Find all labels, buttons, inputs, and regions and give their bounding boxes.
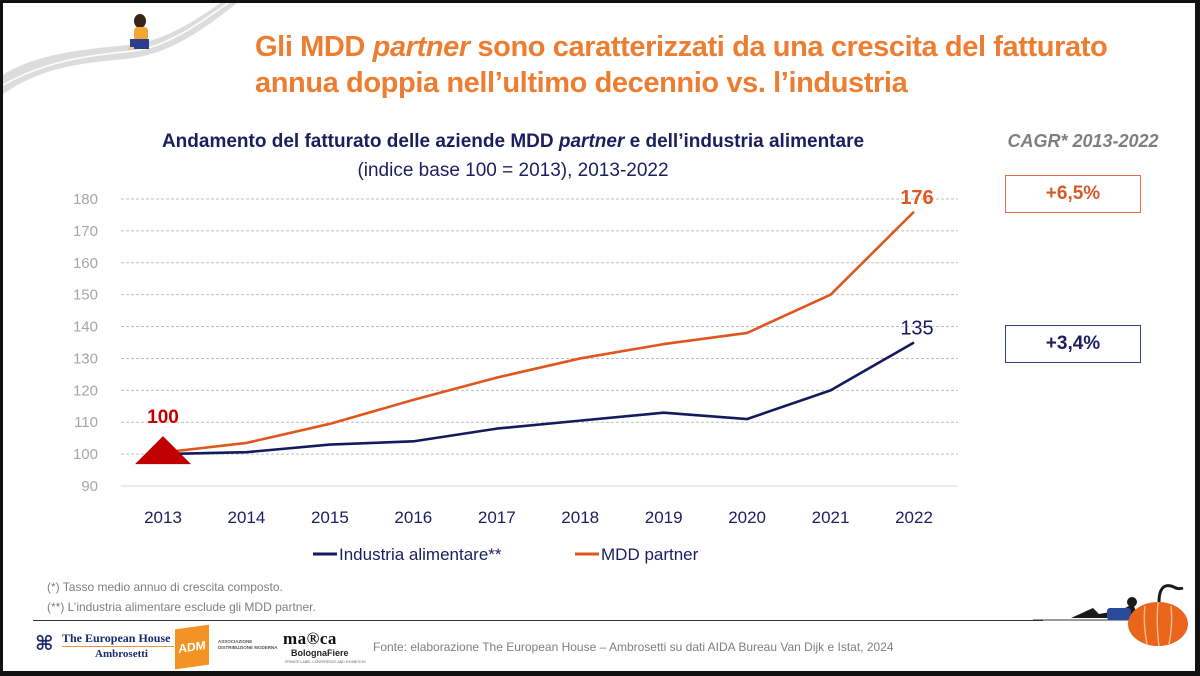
series-lines <box>162 210 915 456</box>
x-tick-label: 2020 <box>728 508 766 527</box>
cagr-industria-box: +3,4% <box>1005 325 1141 363</box>
y-tick-label: 100 <box>73 446 98 463</box>
teha-logo-icon: ⌘ <box>35 633 54 655</box>
y-tick-label: 160 <box>73 255 98 272</box>
slide-title: Gli MDD partner sono caratterizzati da u… <box>255 31 1108 99</box>
x-tick-label: 2013 <box>144 508 182 527</box>
legend: Industria alimentare** MDD partner <box>313 545 699 564</box>
x-tick-label: 2021 <box>812 508 850 527</box>
x-tick-label: 2018 <box>561 508 599 527</box>
y-tick-label: 150 <box>73 287 98 304</box>
man-with-pumpkin-illustration <box>1033 584 1188 647</box>
y-tick-label: 170 <box>73 223 98 240</box>
source-note: Fonte: elaborazione The European House –… <box>373 640 894 654</box>
annotation-base-value: 100 <box>147 407 179 428</box>
annotation-industria-end-value: 135 <box>900 318 933 340</box>
marca-logo: ma®ca BolognaFiere PRIVATE LABEL CONFERE… <box>283 629 366 664</box>
base-marker-triangle <box>135 436 191 465</box>
cagr-mdd-box: +6,5% <box>1005 175 1141 213</box>
adm-logo: ADM <box>175 624 209 670</box>
x-tick-label: 2019 <box>645 508 683 527</box>
x-tick-label: 2015 <box>311 508 349 527</box>
annotation-mdd-end-value: 176 <box>900 187 933 209</box>
cagr-title: CAGR* 2013-2022 <box>1007 131 1159 151</box>
chart-subtitle: (indice base 100 = 2013), 2013-2022 <box>357 160 669 181</box>
series-line-mdd <box>162 210 915 454</box>
footnote-industria: (**) L’industria alimentare esclude gli … <box>47 600 316 614</box>
x-tick-label: 2014 <box>228 508 266 527</box>
series-line-industria <box>162 341 915 456</box>
y-tick-label: 140 <box>73 319 98 336</box>
adm-logo-text: ASSOCIAZIONE DISTRIBUZIONE MODERNA <box>218 639 278 650</box>
footer-divider <box>33 620 1043 621</box>
x-tick-label: 2016 <box>394 508 432 527</box>
chart-title: Andamento del fatturato delle aziende MD… <box>161 131 865 152</box>
legend-label: MDD partner <box>601 545 699 564</box>
teha-logo: ⌘ The European House Ambrosetti <box>35 629 174 665</box>
gridlines <box>121 198 958 487</box>
x-tick-label: 2022 <box>895 508 933 527</box>
y-axis-ticks: 90 100 110 120 130 140 150 160 170 180 <box>73 191 98 495</box>
x-axis-ticks: 2013 2014 2015 2016 2017 2018 2019 2020 2021 2022 <box>144 508 933 527</box>
y-tick-label: 130 <box>73 350 98 367</box>
y-tick-label: 180 <box>73 191 98 208</box>
footnote-cagr: (*) Tasso medio annuo di crescita compos… <box>47 580 283 594</box>
y-tick-label: 120 <box>73 382 98 399</box>
annotations: 100 176 135 <box>135 187 934 465</box>
woman-on-road-illustration <box>3 3 237 95</box>
y-tick-label: 90 <box>81 478 98 495</box>
x-tick-label: 2017 <box>478 508 516 527</box>
y-tick-label: 110 <box>74 414 98 431</box>
legend-label: Industria alimentare** <box>339 545 502 564</box>
